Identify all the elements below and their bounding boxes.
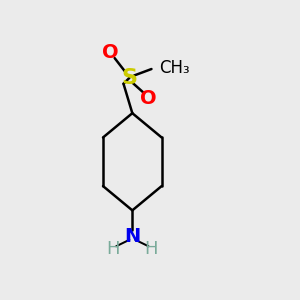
- Text: H: H: [106, 240, 120, 258]
- Text: CH₃: CH₃: [159, 58, 190, 76]
- Text: H: H: [145, 240, 158, 258]
- Text: S: S: [122, 68, 137, 88]
- Text: N: N: [124, 227, 140, 246]
- Text: O: O: [140, 89, 157, 108]
- Text: O: O: [102, 43, 119, 62]
